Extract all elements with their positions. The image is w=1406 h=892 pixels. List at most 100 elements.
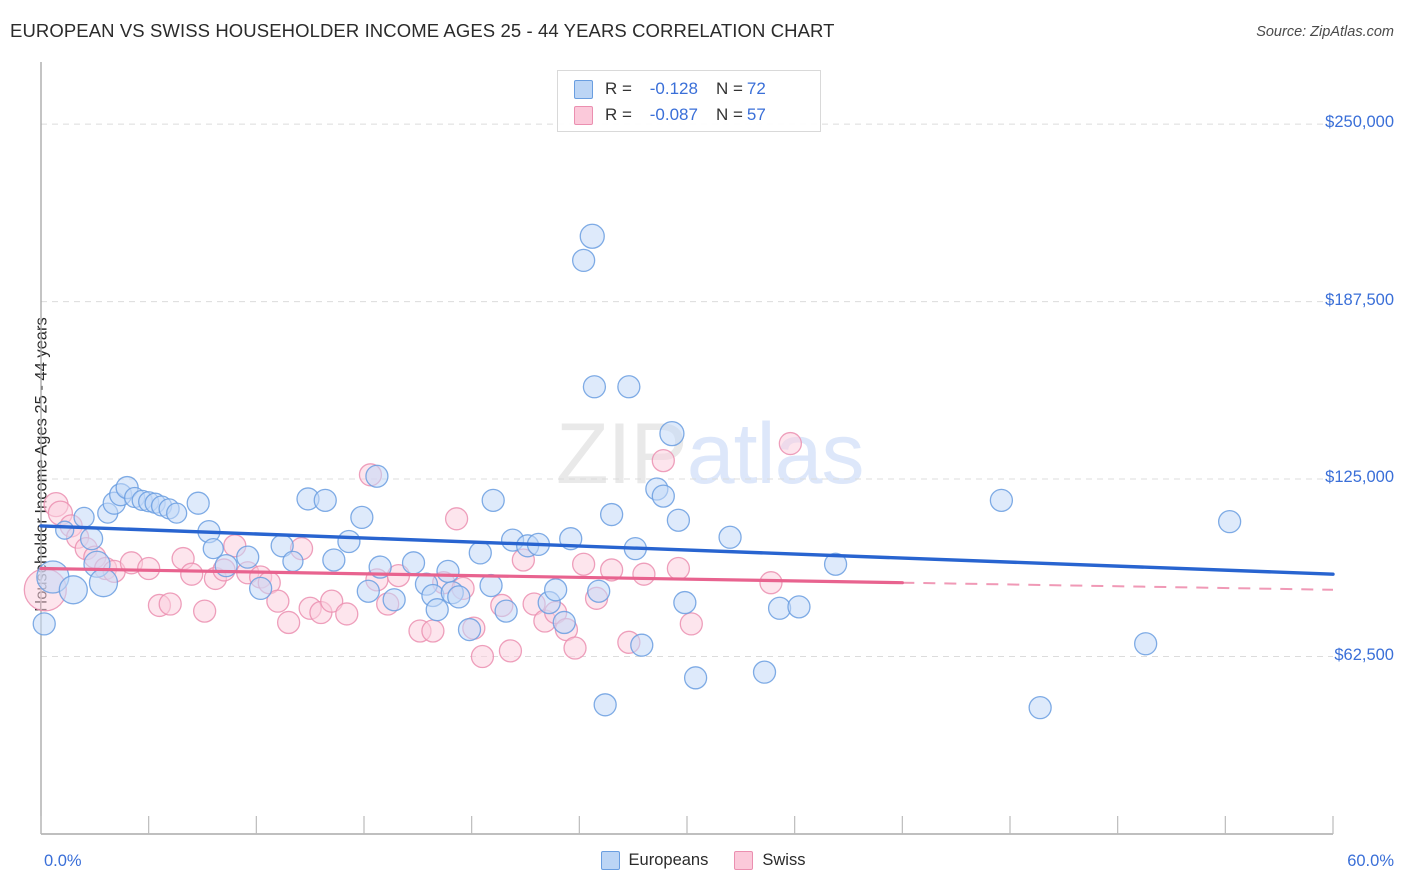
europeans-point — [202, 537, 224, 560]
europeans-point — [823, 552, 848, 576]
series-legend: Europeans Swiss — [0, 851, 1406, 870]
europeans-point — [481, 488, 505, 513]
europeans-point — [651, 484, 675, 508]
europeans-point — [617, 375, 641, 399]
europeans-n-value: 72 — [746, 79, 766, 98]
legend-item-europeans[interactable]: Europeans — [600, 851, 709, 870]
swiss-point — [778, 431, 803, 456]
europeans-point — [1217, 509, 1242, 534]
swiss-point — [180, 562, 204, 586]
swiss-point — [335, 602, 359, 626]
europeans-r-label: R = — [605, 79, 632, 98]
europeans-point — [582, 375, 607, 399]
europeans-point — [382, 588, 406, 612]
europeans-point — [593, 693, 617, 717]
europeans-point — [718, 525, 742, 549]
europeans-r-value: -0.128 — [649, 79, 698, 98]
europeans-point — [356, 579, 380, 603]
europeans-point — [989, 488, 1014, 513]
europeans-point — [79, 527, 104, 551]
europeans-point — [659, 420, 685, 447]
swiss-point — [599, 558, 624, 582]
legend-label-europeans: Europeans — [628, 851, 709, 869]
swiss-r-label: R = — [605, 105, 632, 124]
europeans-point — [214, 554, 238, 578]
europeans-point — [401, 551, 426, 575]
europeans-point — [571, 248, 596, 273]
europeans-point — [494, 599, 518, 623]
swiss-point — [666, 556, 691, 581]
europeans-point — [447, 585, 471, 609]
swiss-point — [470, 644, 495, 669]
stats-row-swiss: R = -0.087 N = 57 — [558, 102, 820, 128]
europeans-point — [673, 590, 697, 615]
swiss-point — [759, 571, 783, 595]
europeans-point — [579, 223, 605, 249]
europeans-point — [436, 559, 460, 583]
europeans-point — [282, 550, 304, 573]
swiss-point — [651, 448, 675, 473]
y-axis-label: $62,500 — [1334, 645, 1394, 664]
swiss-n-label: N = — [715, 105, 743, 124]
swiss-n-value: 57 — [746, 105, 766, 124]
europeans-point — [350, 505, 374, 530]
europeans-point — [457, 617, 482, 642]
stats-row-europeans: R = -0.128 N = 72 — [558, 76, 820, 102]
swiss-point — [320, 589, 344, 613]
x-axis-min-label: 0.0% — [44, 852, 82, 870]
europeans-point — [1028, 695, 1052, 720]
swiss-point — [192, 599, 217, 623]
swiss-r-value: -0.087 — [649, 105, 698, 124]
europeans-point — [73, 506, 95, 529]
correlation-stats-box: R = -0.128 N = 72 R = -0.087 N = 57 — [557, 70, 821, 132]
swiss-point — [632, 562, 656, 586]
plot-area — [23, 62, 1335, 835]
swiss-point — [137, 556, 161, 581]
y-axis-label: $125,000 — [1325, 468, 1394, 487]
swiss-point — [563, 636, 587, 660]
swiss-point — [571, 552, 596, 576]
europeans-point — [425, 598, 449, 622]
swiss-point — [421, 619, 445, 643]
swiss-point — [158, 592, 182, 616]
europeans-points-group — [32, 223, 1242, 720]
europeans-point — [666, 508, 691, 532]
europeans-point — [365, 464, 389, 488]
swiss-point — [266, 589, 290, 613]
europeans-point — [544, 578, 568, 602]
europeans-point — [32, 612, 56, 636]
swiss-point — [276, 610, 301, 635]
scatter-plot-svg — [23, 62, 1335, 835]
europeans-trendline — [39, 524, 1335, 576]
europeans-point — [479, 573, 503, 598]
europeans-point — [752, 660, 777, 684]
legend-item-swiss[interactable]: Swiss — [734, 851, 805, 870]
europeans-point — [787, 595, 811, 619]
legend-label-swiss: Swiss — [762, 851, 806, 869]
europeans-point — [248, 576, 273, 601]
europeans-point — [58, 575, 88, 605]
swiss-trendline-solid — [39, 566, 904, 585]
europeans-point — [587, 579, 611, 603]
source-attribution: Source: ZipAtlas.com — [1256, 24, 1394, 40]
europeans-point — [322, 548, 346, 572]
y-axis-label: $250,000 — [1325, 113, 1394, 132]
swiss-swatch-icon — [574, 105, 593, 125]
europeans-swatch-icon — [574, 79, 593, 99]
europeans-point — [236, 545, 260, 569]
europeans-point — [88, 568, 119, 598]
europeans-point — [313, 488, 337, 513]
europeans-point — [468, 541, 492, 565]
swiss-point — [498, 639, 523, 663]
europeans-point — [1134, 632, 1158, 656]
europeans-point — [767, 596, 792, 620]
swiss-trendline-dashed — [902, 581, 1334, 591]
swiss-point — [444, 507, 469, 531]
europeans-point — [166, 502, 188, 524]
europeans-point — [552, 610, 576, 635]
europeans-point — [599, 502, 624, 527]
legend-swatch-swiss-icon — [734, 851, 754, 870]
europeans-n-label: N = — [715, 79, 743, 98]
europeans-point — [630, 633, 654, 657]
